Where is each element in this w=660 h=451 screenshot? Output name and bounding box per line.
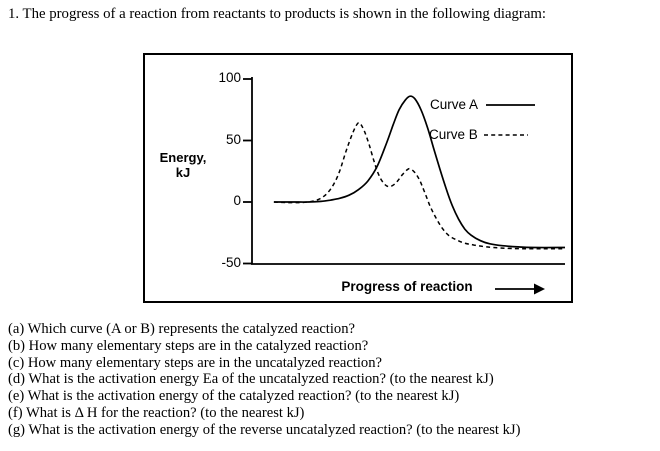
question-e: (e) What is the activation energy of the… <box>8 388 460 405</box>
y-axis-title-line1: Energy, <box>159 150 207 165</box>
question-d: (d) What is the activation energy Ea of … <box>8 371 494 388</box>
y-tick-label: 100 <box>218 70 241 85</box>
question-g: (g) What is the activation energy of the… <box>8 421 521 438</box>
y-tick-label: -50 <box>221 254 241 270</box>
energy-diagram-plot <box>243 77 566 295</box>
y-tick-labels: 100 50 0 -50 <box>195 55 241 301</box>
question-b: (b) How many elementary steps are in the… <box>8 337 369 354</box>
curve-b-path <box>273 121 565 250</box>
question-list: (a) Which curve (A or B) represents the … <box>8 321 520 439</box>
question-title: 1. The progress of a reaction from react… <box>8 6 547 22</box>
y-axis-title-line2: kJ <box>175 165 191 180</box>
y-ticks <box>243 78 252 265</box>
x-arrow-head-icon <box>534 283 545 295</box>
energy-diagram: Energy, kJ 100 50 0 -50 Curve A Curve B Pro… <box>143 53 573 303</box>
y-tick-label: 0 <box>233 193 241 208</box>
curve-a-path <box>273 95 566 249</box>
legend-label-curve-b: Curve B <box>429 127 478 142</box>
y-tick-label: 50 <box>225 131 241 147</box>
question-c: (c) How many elementary steps are in the… <box>8 354 382 371</box>
y-axis-title: Energy, kJ <box>147 150 219 180</box>
x-axis-title: Progress of reaction <box>341 279 473 294</box>
question-a: (a) Which curve (A or B) represents the … <box>8 321 355 337</box>
question-f: (f) What is Δ H for the reaction? (to th… <box>8 404 305 421</box>
legend-label-curve-a: Curve A <box>430 97 479 112</box>
